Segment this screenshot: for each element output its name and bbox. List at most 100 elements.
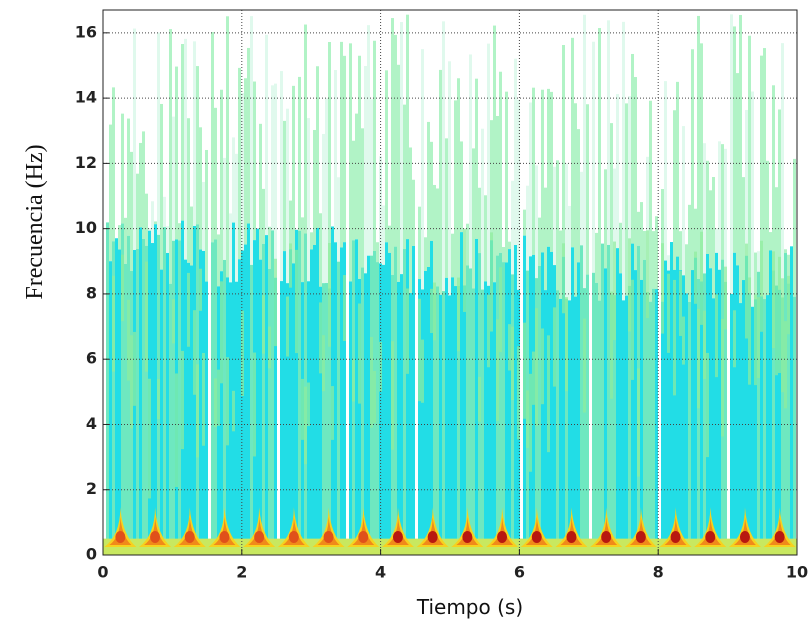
spectrum-band	[712, 177, 715, 299]
spectrum-band	[130, 335, 133, 429]
spectrum-band	[160, 103, 163, 270]
spectrum-band	[553, 307, 556, 387]
spectrum-band	[355, 113, 358, 240]
spectrum-band	[745, 109, 748, 256]
spectrum-band	[238, 259, 241, 545]
spectrum-band	[643, 259, 646, 545]
spectrum-band	[220, 271, 223, 545]
spectrum-band	[499, 267, 502, 353]
spectrum-band	[142, 131, 145, 239]
spectrum-band	[760, 240, 763, 332]
spectrum-band	[442, 21, 445, 292]
burst	[670, 531, 681, 543]
spectrum-band	[289, 249, 292, 545]
spectrum-band	[775, 285, 778, 376]
burst	[109, 517, 132, 545]
spectrum-band	[109, 124, 112, 262]
spectrum-band	[289, 243, 292, 288]
y-tick-label: 2	[86, 479, 97, 498]
spectrum-band	[475, 78, 478, 239]
spectrum-band	[247, 223, 250, 545]
spectrum-band	[583, 14, 586, 289]
spectrum-band	[742, 280, 745, 545]
spectrum-band	[634, 77, 637, 271]
spectrum-band	[217, 234, 220, 287]
spectrum-band	[583, 318, 586, 413]
spectrum-band	[568, 205, 571, 301]
burst	[254, 531, 265, 543]
spectrum-band	[541, 89, 544, 253]
spectrum-band	[379, 156, 382, 264]
spectrum-band	[343, 242, 346, 545]
spectrum-band	[763, 48, 766, 300]
spectrum-band	[331, 226, 334, 545]
x-tick-label: 4	[375, 563, 386, 582]
spectrum-band	[787, 275, 790, 335]
spectrum-band	[751, 91, 754, 307]
spectrum-band	[631, 53, 634, 244]
spectrum-band	[382, 205, 385, 265]
spectrum-band	[430, 141, 433, 241]
spectrum-band	[622, 21, 625, 301]
spectrum-band	[748, 35, 751, 294]
spectrum-band	[508, 241, 511, 250]
y-tick-label: 0	[86, 545, 97, 564]
spectrum-band	[286, 296, 289, 357]
spectrum-band	[715, 294, 718, 378]
spectrum-band	[733, 26, 736, 253]
spectrum-band	[604, 268, 607, 545]
spectrum-band	[280, 281, 283, 545]
burst	[358, 531, 369, 543]
spectrum-band	[646, 156, 649, 292]
spectrum-band	[433, 293, 436, 545]
spectrum-band	[706, 352, 709, 458]
spectrum-band	[736, 73, 739, 266]
spectrum-band	[268, 268, 271, 545]
spectrum-band	[259, 123, 262, 260]
spectrum-band	[109, 261, 112, 545]
spectrum-band	[286, 283, 289, 545]
spectrum-band	[292, 263, 295, 545]
spectrum-band	[352, 359, 355, 402]
spectrum-band	[196, 364, 199, 458]
spectrum-band	[373, 370, 376, 424]
spectrum-band	[283, 120, 286, 252]
spectrum-band	[163, 227, 166, 545]
spectrum-band	[469, 54, 472, 269]
spectrum-band	[139, 227, 142, 545]
spectrum-band	[631, 243, 634, 545]
spectrum-band	[262, 188, 265, 244]
spectrum-band	[631, 279, 634, 380]
spectrum-band	[112, 87, 115, 242]
spectrum-band	[793, 158, 796, 297]
spectrum-band	[463, 228, 466, 312]
spectrum-band	[616, 94, 619, 249]
spectrum-band	[703, 143, 706, 274]
spectrum-band	[298, 230, 301, 545]
spectrum-band	[706, 160, 709, 254]
spectrum-band	[691, 270, 694, 545]
spectrum-band	[214, 378, 217, 428]
spectrum-band	[445, 277, 448, 545]
spectrum-band	[703, 310, 706, 380]
spectrum-band	[484, 195, 487, 282]
spectrum-band	[676, 81, 679, 257]
spectrum-band	[316, 66, 319, 228]
spectrum-band	[433, 184, 436, 294]
spectrum-band	[439, 294, 442, 545]
low-band	[103, 538, 797, 555]
spectrum-band	[481, 289, 484, 545]
spectrum-band	[235, 153, 238, 282]
spectrum-band	[439, 69, 442, 295]
spectrum-band	[262, 243, 265, 545]
spectrum-band	[247, 47, 250, 224]
spectrum-band	[328, 288, 331, 545]
spectrum-band	[196, 66, 199, 225]
spectrum-band	[460, 232, 463, 545]
spectrum-band	[685, 293, 688, 545]
spectrum-band	[754, 299, 757, 545]
spectrum-band	[700, 43, 703, 282]
spectrum-band	[793, 296, 796, 545]
spectrum-band	[241, 310, 244, 396]
